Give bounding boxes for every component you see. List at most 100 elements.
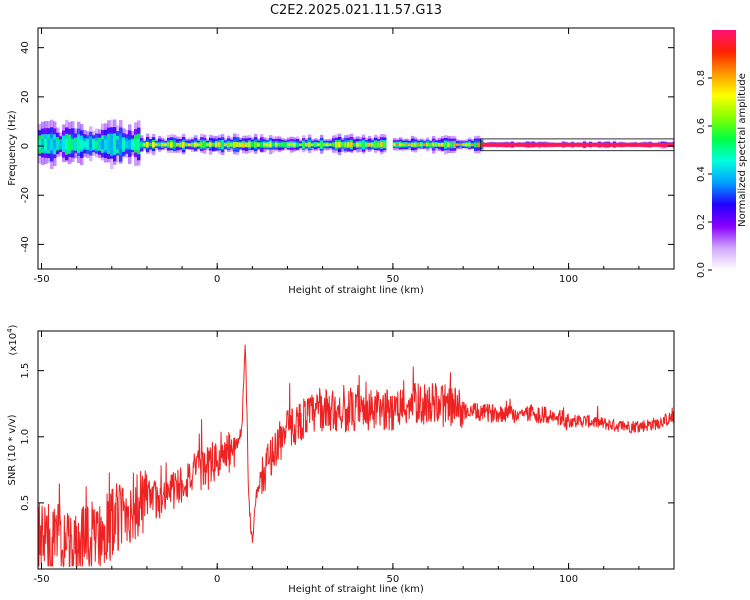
heatmap-cell: [256, 143, 261, 147]
heatmap-cell: [44, 138, 48, 151]
heatmap-cell: [449, 142, 454, 147]
heatmap-cell: [107, 138, 111, 151]
spectrogram-y-tick-label: 40: [20, 41, 31, 54]
heatmap-cell: [125, 141, 129, 148]
heatmap-cell: [346, 142, 351, 148]
heatmap-cell: [116, 139, 120, 150]
heatmap-cell: [223, 143, 228, 147]
heatmap-cell: [148, 142, 153, 147]
heatmap-cell: [199, 142, 204, 148]
snr-y-multiplier: (x104): [6, 324, 19, 355]
snr-y-label: SNR (10 * v/v): [7, 414, 18, 485]
heatmap-cell: [38, 139, 42, 150]
heatmap-cell: [232, 141, 237, 148]
heatmap-cell: [95, 140, 99, 149]
heatmap-cell: [361, 142, 366, 147]
heatmap-cell: [166, 142, 171, 147]
colorbar-ticks: 0.0 0.2 0.4 0.6 0.8: [696, 70, 712, 278]
heatmap-cell: [53, 138, 57, 150]
heatmap-cell: [83, 141, 87, 148]
heatmap-cell: [89, 140, 93, 149]
snr-x-tick-label: 100: [559, 574, 578, 585]
spectrogram-frame: [37, 27, 675, 270]
heatmap-cell: [74, 140, 78, 149]
heatmap-cell: [413, 142, 418, 147]
heatmap-cell: [398, 142, 403, 147]
heatmap-cell: [250, 142, 255, 147]
heatmap-cell: [307, 142, 312, 147]
heatmap-cell: [392, 143, 397, 147]
heatmap-cell: [280, 143, 285, 147]
heatmap-cell: [289, 142, 294, 147]
heatmap-cell: [337, 142, 342, 148]
heatmap-cell: [319, 142, 324, 148]
heatmap-band-outline: [480, 138, 674, 152]
heatmap-cell: [334, 142, 339, 148]
spectrogram-y-tick-label: 20: [20, 90, 31, 103]
heatmap-cell: [208, 142, 213, 147]
spectrogram-y-ticks: -40 -20 0 20 40: [20, 41, 674, 253]
heatmap-cell: [142, 143, 147, 147]
heatmap-cell: [431, 142, 436, 147]
heatmap-cell: [214, 142, 219, 147]
heatmap-cell: [139, 142, 144, 147]
heatmap-cell: [446, 142, 451, 147]
spectrogram-x-ticks: -50 0 50 100: [33, 28, 675, 285]
heatmap-cell: [358, 142, 363, 147]
spectrogram-x-tick-label: -50: [33, 274, 49, 285]
heatmap-cell: [160, 143, 165, 147]
spectrogram-y-tick-label: 0: [20, 143, 31, 149]
heatmap-cell: [286, 142, 291, 147]
heatmap-cell: [247, 142, 252, 147]
heatmap-cell: [410, 142, 415, 148]
heatmap-cell: [419, 143, 424, 147]
snr-x-tick-label: -50: [33, 574, 49, 585]
heatmap-cell: [422, 143, 427, 146]
heatmap-cell: [50, 138, 54, 151]
heatmap-cell: [376, 142, 381, 147]
heatmap-cell: [262, 142, 267, 147]
heatmap-cell: [137, 138, 141, 151]
heatmap-cell: [328, 143, 333, 147]
heatmap-cell: [145, 142, 150, 148]
heatmap-cell: [151, 142, 156, 148]
heatmap-cell: [437, 143, 442, 147]
heatmap-cell: [304, 143, 309, 147]
heatmap-cell: [59, 141, 63, 148]
heatmap-cell: [283, 143, 288, 146]
heatmap-cell: [226, 142, 231, 147]
spectrogram-x-tick-label: 100: [559, 274, 578, 285]
heatmap-cell: [157, 142, 162, 147]
colorbar: 0.0 0.2 0.4 0.6 0.8 Normalized spectral ampl…: [696, 30, 748, 278]
heatmap-cell: [425, 142, 430, 147]
snr-x-tick-label: 50: [387, 574, 400, 585]
snr-x-label: Height of straight line (km): [288, 584, 424, 595]
heatmap-cell: [476, 142, 481, 148]
heatmap-cell: [428, 143, 433, 147]
heatmap-cell: [470, 143, 475, 146]
spectrogram-x-label: Height of straight line (km): [288, 285, 424, 296]
heatmap-cell: [277, 142, 282, 147]
spectrogram-panel: -50 0 50 100 -40 -20 0 20 40 Height of straight…: [7, 27, 675, 296]
heatmap-cell: [343, 142, 348, 148]
heatmap-ridge-core: [480, 142, 674, 147]
heatmap-cell: [86, 141, 90, 148]
heatmap-cell: [352, 142, 357, 147]
heatmap-cell: [244, 142, 249, 147]
colorbar-tick-label: 0.0: [696, 262, 707, 278]
heatmap-cell: [373, 142, 378, 148]
heatmap-cell: [241, 142, 246, 148]
spectrogram-x-tick-label: 50: [387, 274, 400, 285]
heatmap-cell: [340, 143, 345, 147]
heatmap-cell: [101, 139, 105, 150]
heatmap-cell: [407, 143, 412, 146]
heatmap-cell: [370, 143, 375, 147]
heatmap-cell: [395, 143, 400, 147]
heatmap-cell: [367, 142, 372, 147]
heatmap-cell: [404, 143, 409, 146]
heatmap-cell: [316, 143, 321, 146]
heatmap-cell: [181, 142, 186, 148]
heatmap-cell: [154, 143, 159, 146]
heatmap-cell: [379, 142, 384, 147]
